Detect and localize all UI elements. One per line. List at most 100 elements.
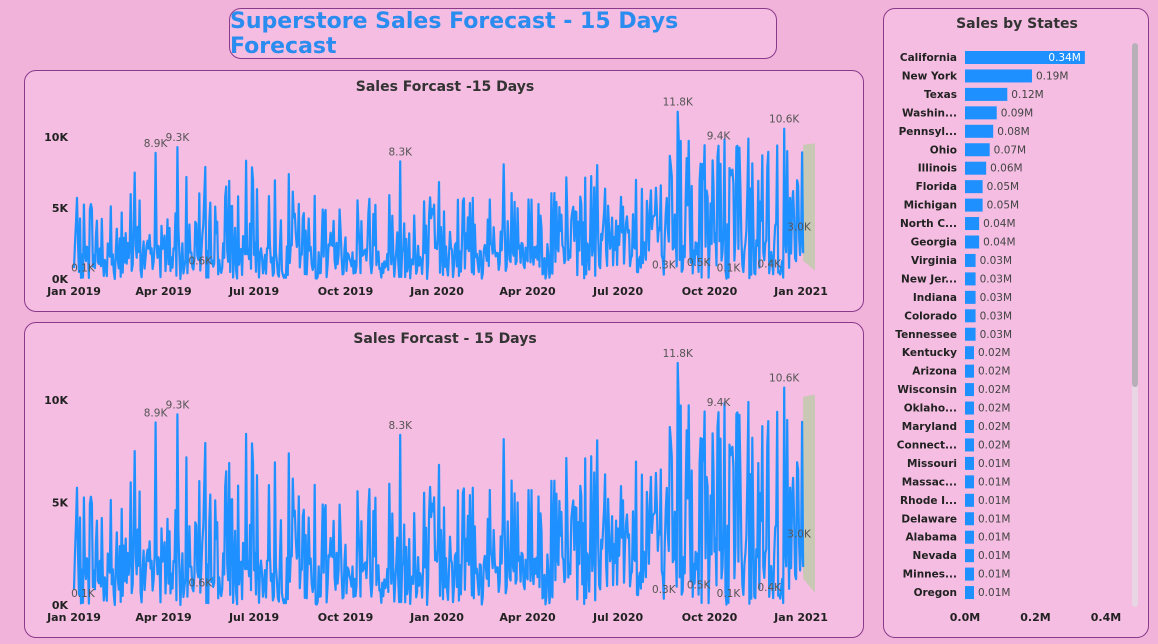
state-bar[interactable]: [965, 161, 987, 175]
state-bar[interactable]: [965, 364, 974, 378]
x-tick-label: Jan 2021: [773, 611, 828, 624]
state-bar[interactable]: [965, 180, 983, 194]
x-tick-label: Jan 2020: [409, 285, 464, 298]
state-bar[interactable]: [965, 143, 990, 157]
data-label: 0.6K: [189, 578, 214, 590]
state-bar[interactable]: [965, 327, 976, 341]
state-bar[interactable]: [965, 235, 980, 249]
state-value-label: 0.08M: [997, 126, 1029, 138]
scrollbar-thumb[interactable]: [1132, 43, 1138, 387]
state-value-label: 0.19M: [1036, 70, 1068, 82]
state-label: Nevada: [913, 550, 957, 562]
forecast-band: [803, 394, 815, 593]
x-tick-label: Apr 2020: [499, 285, 556, 298]
sales-by-states-chart[interactable]: Sales by States California 0.34M New York 0.…: [883, 8, 1149, 638]
state-value-label: 0.02M: [978, 439, 1010, 451]
state-value-label: 0.03M: [980, 255, 1012, 267]
state-label: Virginia: [911, 255, 957, 267]
x-tick-label: Oct 2020: [682, 611, 738, 624]
state-label: North C...: [900, 218, 957, 230]
sales-forecast-chart-1-svg: Sales Forcast -15 Days 0K 5K 10K Jan 2019 Apr…: [44, 79, 828, 298]
x-tick-label: Apr 2020: [499, 611, 556, 624]
data-label: 3.0K: [787, 221, 812, 233]
x-tick-label: 0.4M: [1091, 611, 1121, 624]
state-value-label: 0.01M: [978, 513, 1010, 525]
state-bar[interactable]: [965, 512, 974, 526]
state-bar[interactable]: [965, 401, 974, 415]
state-bar[interactable]: [965, 438, 974, 452]
data-label: 11.8K: [663, 348, 694, 360]
state-value-label: 0.02M: [978, 347, 1010, 359]
state-bar[interactable]: [965, 106, 997, 120]
state-value-label: 0.34M: [1048, 52, 1080, 64]
state-bar[interactable]: [965, 420, 974, 433]
state-bar[interactable]: [965, 530, 974, 544]
state-label: Indiana: [913, 292, 957, 304]
y-tick-label: 0K: [52, 599, 69, 612]
state-bar[interactable]: [965, 309, 976, 323]
state-label: Missouri: [907, 458, 957, 470]
state-bar[interactable]: [965, 51, 1085, 64]
state-bar[interactable]: [965, 253, 976, 267]
data-label: 0.3K: [652, 584, 677, 596]
state-bar[interactable]: [965, 217, 980, 231]
x-tick-label: Jan 2019: [46, 285, 101, 298]
state-bar[interactable]: [965, 383, 974, 397]
state-bar[interactable]: [965, 290, 976, 304]
state-value-label: 0.04M: [983, 237, 1015, 249]
state-label: Oregon: [914, 587, 957, 599]
state-label: Colorado: [904, 310, 957, 322]
state-bar[interactable]: [965, 198, 983, 212]
state-bar[interactable]: [965, 124, 994, 138]
data-label: 10.6K: [769, 373, 800, 385]
state-value-label: 0.01M: [978, 476, 1010, 488]
state-value-label: 0.01M: [978, 458, 1010, 470]
data-label: 0.5K: [687, 257, 712, 269]
data-label: 0.6K: [189, 255, 214, 267]
state-label: Michigan: [904, 200, 957, 212]
sales-series-line: [72, 110, 805, 281]
state-bar[interactable]: [965, 493, 974, 507]
state-bar[interactable]: [965, 346, 974, 360]
state-value-label: 0.03M: [980, 310, 1012, 322]
state-label: Maryland: [902, 421, 957, 433]
state-bar[interactable]: [965, 69, 1032, 83]
state-bar[interactable]: [965, 567, 974, 581]
state-value-label: 0.09M: [1001, 107, 1033, 119]
state-value-label: 0.01M: [978, 495, 1010, 507]
state-bar[interactable]: [965, 586, 974, 600]
state-label: Pennsyl...: [899, 126, 957, 138]
dashboard-title-box: Superstore Sales Forecast - 15 Days Fore…: [229, 8, 777, 59]
data-label: 10.6K: [769, 114, 800, 126]
state-value-label: 0.05M: [987, 200, 1019, 212]
state-label: New Jer...: [901, 273, 957, 285]
state-label: Washin...: [902, 107, 957, 119]
data-label: 0.5K: [687, 580, 712, 592]
data-label: 0.4K: [757, 582, 782, 594]
state-label: Ohio: [930, 144, 957, 156]
sales-forecast-chart-2[interactable]: Sales Forcast - 15 Days 0K 5K 10K Jan 2019 Ap…: [24, 322, 864, 638]
state-value-label: 0.01M: [978, 550, 1010, 562]
state-label: Texas: [924, 89, 957, 101]
data-label: 0.3K: [652, 260, 677, 272]
state-label: Georgia: [911, 237, 957, 249]
state-label: Massac...: [902, 476, 957, 488]
data-label: 9.3K: [166, 399, 191, 411]
x-tick-label: 0.0M: [950, 611, 980, 624]
state-value-label: 0.05M: [987, 181, 1019, 193]
state-bar[interactable]: [965, 87, 1008, 101]
chart-title: Sales Forcast -15 Days: [356, 79, 534, 95]
sales-forecast-chart-1[interactable]: Sales Forcast -15 Days 0K 5K 10K Jan 2019 Apr…: [24, 70, 864, 312]
chart-title: Sales Forcast - 15 Days: [353, 331, 536, 347]
state-label: Kentucky: [902, 347, 957, 359]
state-value-label: 0.01M: [978, 587, 1010, 599]
state-label: Oklaho...: [904, 403, 957, 415]
state-label: Florida: [916, 181, 957, 193]
state-bar[interactable]: [965, 475, 974, 489]
state-label: New York: [902, 70, 958, 82]
state-bar[interactable]: [965, 456, 974, 470]
chart-title: Sales by States: [956, 16, 1078, 32]
state-label: Connect...: [897, 439, 957, 451]
state-bar[interactable]: [965, 549, 974, 563]
state-bar[interactable]: [965, 272, 976, 286]
